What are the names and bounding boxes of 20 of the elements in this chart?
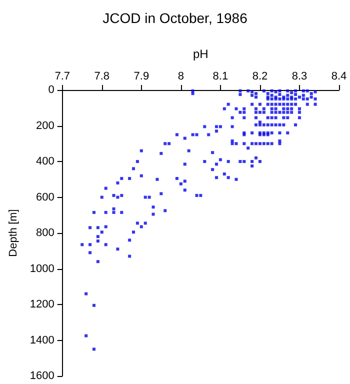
x-tick-label: 8.3 (292, 70, 308, 82)
x-tick-label: 7.7 (54, 70, 70, 82)
chart-title: JCOD in October, 1986 (102, 10, 248, 26)
y-tick-label: 400 (36, 156, 54, 168)
y-tick-label: 1000 (30, 262, 54, 275)
y-tick-label: 600 (36, 191, 54, 204)
y-tick-label: 0 (48, 84, 54, 96)
x-axis-title: pH (193, 47, 208, 61)
x-tick-label: 7.9 (134, 70, 150, 82)
x-tick-label: 8.2 (252, 70, 268, 82)
y-tick-label: 1600 (30, 370, 54, 382)
x-tick-label: 8 (178, 70, 184, 82)
y-tick-label: 1200 (30, 298, 54, 310)
x-tick-label: 8.1 (212, 70, 228, 82)
y-tick-label: 800 (36, 227, 54, 239)
x-tick-label: 7.8 (94, 70, 110, 82)
x-tick-label: 8.4 (331, 70, 347, 82)
y-axis-title: Depth [m] (8, 209, 20, 257)
y-tick-label: 200 (36, 120, 54, 132)
y-tick-label: 1400 (30, 334, 54, 346)
